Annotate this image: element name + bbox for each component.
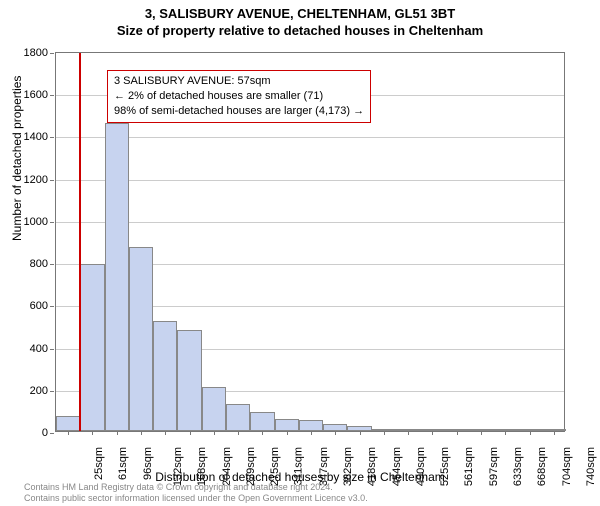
- x-tick: [384, 431, 385, 435]
- y-tick: [50, 137, 54, 138]
- histogram-bar: [129, 247, 153, 431]
- x-tick: [238, 431, 239, 435]
- info-line: ← 2% of detached houses are smaller (71): [114, 89, 364, 104]
- gridline: [56, 180, 564, 181]
- x-tick: [360, 431, 361, 435]
- footer-attribution: Contains HM Land Registry data © Crown c…: [24, 482, 368, 504]
- histogram-bar: [226, 404, 250, 431]
- x-tick: [432, 431, 433, 435]
- y-tick-label: 800: [30, 258, 48, 270]
- x-tick: [311, 431, 312, 435]
- x-tick: [481, 431, 482, 435]
- x-tick: [287, 431, 288, 435]
- x-tick: [554, 431, 555, 435]
- gridline: [56, 222, 564, 223]
- y-tick-label: 1600: [24, 89, 48, 101]
- y-axis-label: Number of detached properties: [10, 76, 24, 241]
- histogram-bar: [177, 330, 201, 431]
- x-tick: [190, 431, 191, 435]
- x-tick: [505, 431, 506, 435]
- info-line: 98% of semi-detached houses are larger (…: [114, 104, 364, 119]
- gridline: [56, 137, 564, 138]
- y-tick-label: 1000: [24, 216, 48, 228]
- plot-area: 02004006008001000120014001600180025sqm61…: [55, 52, 565, 432]
- x-tick: [457, 431, 458, 435]
- y-tick: [50, 433, 54, 434]
- x-tick: [530, 431, 531, 435]
- histogram-bar: [250, 412, 274, 431]
- title-address: 3, SALISBURY AVENUE, CHELTENHAM, GL51 3B…: [0, 6, 600, 21]
- x-tick: [165, 431, 166, 435]
- title-subtitle: Size of property relative to detached ho…: [0, 23, 600, 38]
- histogram-bar: [105, 123, 129, 431]
- y-tick: [50, 222, 54, 223]
- y-tick-label: 200: [30, 385, 48, 397]
- footer-line2: Contains public sector information licen…: [24, 493, 368, 504]
- x-tick: [68, 431, 69, 435]
- histogram-bar: [56, 416, 80, 431]
- histogram-bar: [275, 419, 299, 431]
- y-tick-label: 1400: [24, 131, 48, 143]
- y-tick: [50, 95, 54, 96]
- info-box: 3 SALISBURY AVENUE: 57sqm← 2% of detache…: [107, 70, 371, 123]
- chart-container: 02004006008001000120014001600180025sqm61…: [55, 52, 565, 432]
- histogram-bar: [323, 424, 347, 431]
- y-tick-label: 600: [30, 300, 48, 312]
- y-tick: [50, 391, 54, 392]
- y-tick: [50, 264, 54, 265]
- x-tick: [262, 431, 263, 435]
- info-line: 3 SALISBURY AVENUE: 57sqm: [114, 74, 364, 89]
- y-tick: [50, 306, 54, 307]
- histogram-bar: [153, 321, 177, 431]
- x-tick: [214, 431, 215, 435]
- x-tick: [141, 431, 142, 435]
- y-tick-label: 1200: [24, 174, 48, 186]
- histogram-bar: [202, 387, 226, 431]
- y-tick-label: 400: [30, 343, 48, 355]
- y-tick: [50, 53, 54, 54]
- x-tick: [117, 431, 118, 435]
- y-tick: [50, 180, 54, 181]
- histogram-bar: [80, 264, 104, 431]
- subject-marker-line: [79, 53, 81, 431]
- y-tick-label: 1800: [24, 47, 48, 59]
- histogram-bar: [299, 420, 323, 431]
- y-tick: [50, 349, 54, 350]
- x-tick: [92, 431, 93, 435]
- x-tick: [408, 431, 409, 435]
- y-tick-label: 0: [42, 427, 48, 439]
- x-tick: [335, 431, 336, 435]
- footer-line1: Contains HM Land Registry data © Crown c…: [24, 482, 368, 493]
